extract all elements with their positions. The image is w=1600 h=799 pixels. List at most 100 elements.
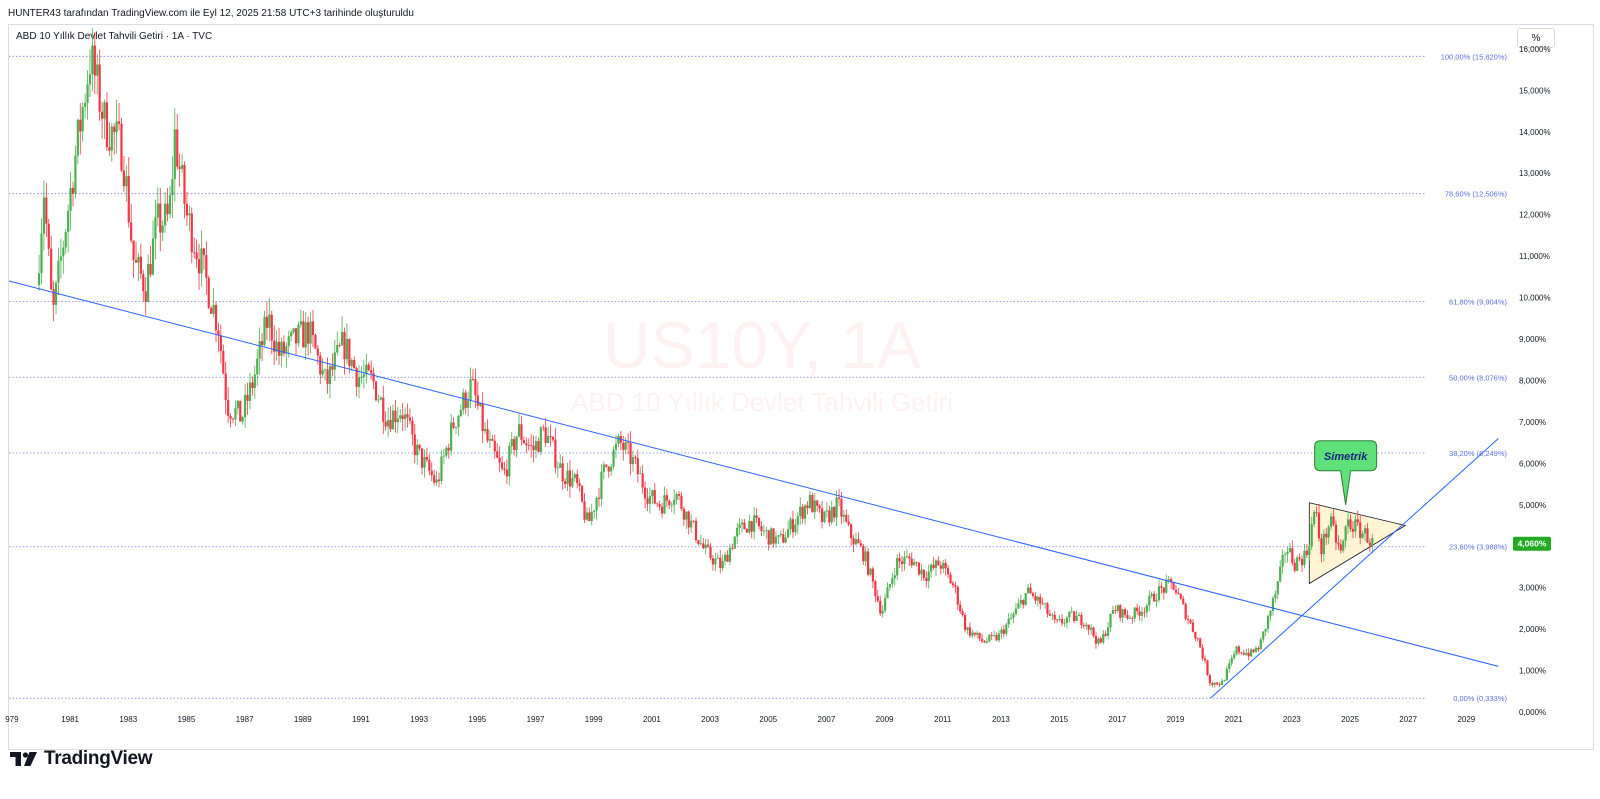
x-tick-label: 2023: [1283, 715, 1301, 724]
candle-body: [942, 562, 945, 569]
candle-body: [1148, 595, 1151, 606]
candle-body: [379, 397, 382, 400]
candle-body: [1281, 554, 1284, 567]
candle-body: [1211, 683, 1214, 685]
candle-body: [1119, 605, 1122, 618]
candle-body: [299, 321, 302, 325]
candle-body: [110, 126, 113, 151]
candle-body: [820, 508, 824, 522]
candle-body: [159, 203, 162, 233]
y-tick-label: 9,000%: [1519, 335, 1546, 344]
candle-body: [702, 543, 705, 549]
candle-body: [648, 496, 652, 504]
candle-body: [195, 252, 198, 260]
candle-body: [408, 417, 412, 421]
x-tick-label: 2003: [701, 715, 719, 724]
candle-body: [1288, 548, 1291, 553]
candle-body: [850, 524, 853, 539]
candle-body: [1349, 519, 1352, 530]
candle-body: [881, 610, 884, 614]
candle-body: [479, 403, 482, 406]
candle-body: [1235, 646, 1238, 655]
candle-body: [1266, 615, 1270, 629]
candle-body: [282, 341, 285, 354]
y-tick-label: 14,000%: [1519, 128, 1551, 137]
candle-body: [922, 569, 925, 579]
candle-body: [1351, 529, 1355, 532]
candle-body: [467, 400, 470, 408]
candle-body: [777, 535, 780, 537]
candle-body: [1065, 617, 1068, 623]
candle-body: [151, 238, 155, 275]
simetrik-callout: Simetrik: [1314, 440, 1378, 505]
candle-body: [130, 222, 133, 241]
candle-body: [394, 410, 397, 423]
candle-body: [610, 466, 613, 472]
candle-body: [1199, 638, 1202, 648]
tradingview-logo[interactable]: TradingView: [10, 748, 153, 770]
candle-body: [1150, 593, 1153, 596]
candle-body: [857, 539, 860, 544]
candle-body: [566, 470, 569, 484]
candle-body: [1007, 618, 1010, 625]
x-tick-label: 2009: [876, 715, 894, 724]
candle-body: [697, 540, 700, 545]
candle-body: [607, 466, 610, 472]
candle-body: [767, 530, 770, 545]
candle-body: [173, 129, 176, 180]
candle-body: [471, 379, 475, 380]
candle-body: [760, 526, 763, 531]
candle-body: [498, 457, 501, 463]
candle-body: [185, 203, 189, 216]
candle-body: [1060, 618, 1064, 624]
candle-body: [476, 395, 479, 406]
candle-body: [1201, 647, 1204, 659]
candle-body: [774, 536, 778, 544]
candle-body: [1039, 596, 1042, 604]
candle-body: [782, 534, 785, 543]
candle-body: [314, 335, 317, 349]
candle-body: [481, 403, 484, 431]
candle-body: [401, 415, 404, 420]
x-tick-label: 2005: [759, 715, 777, 724]
candle-body: [908, 556, 911, 559]
candle-body: [248, 382, 252, 401]
candle-body: [239, 400, 242, 422]
candle-body: [445, 447, 448, 456]
candle-body: [910, 558, 913, 566]
candle-body: [493, 440, 496, 452]
y-tick-label: 10,000%: [1519, 294, 1551, 303]
candle-body: [1019, 600, 1022, 604]
candle-body: [896, 558, 899, 576]
candle-body: [1073, 611, 1076, 621]
candle-body: [833, 507, 836, 518]
candle-body: [229, 415, 232, 419]
candle-body: [847, 521, 850, 525]
candle-body: [1262, 631, 1265, 640]
candle-body: [287, 336, 290, 347]
candle-body: [1082, 625, 1085, 627]
candle-body: [600, 471, 603, 499]
candle-body: [207, 277, 210, 308]
candle-body: [656, 503, 659, 505]
scale-percent-button[interactable]: %: [1517, 28, 1555, 48]
candle-body: [1320, 538, 1323, 555]
candle-body: [653, 490, 656, 504]
candle-body: [1174, 589, 1178, 593]
candle-body: [353, 360, 356, 369]
candle-body: [1322, 533, 1325, 555]
candle-body: [854, 539, 858, 545]
candle-body: [280, 341, 283, 356]
candle-body: [500, 462, 504, 469]
candle-body: [273, 340, 276, 352]
candle-body: [69, 187, 72, 211]
candle-body: [1315, 512, 1318, 513]
candle-body: [270, 314, 273, 341]
candle-body: [91, 45, 94, 75]
candle-body: [1128, 617, 1132, 619]
candle-body: [830, 507, 833, 523]
candle-body: [1308, 546, 1311, 555]
candle-body: [801, 506, 804, 519]
candle-body: [86, 84, 89, 103]
